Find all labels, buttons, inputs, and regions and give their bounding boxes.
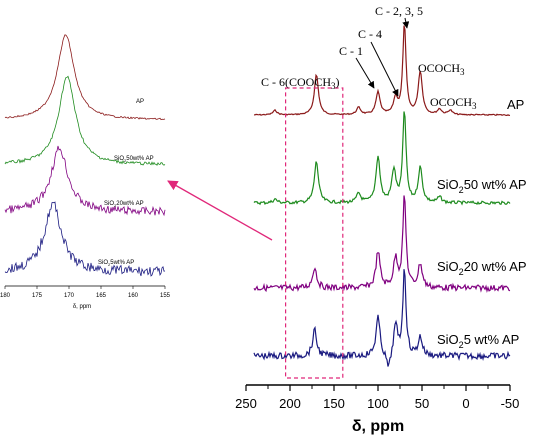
- spectrum-line: [253, 269, 511, 367]
- inset-spectrum-line: [4, 34, 166, 121]
- main-x-tick-label: 50: [415, 396, 429, 411]
- main-x-tick-label: -50: [501, 396, 520, 411]
- inset-x-ticks: 180 175 170 165 160 155: [0, 286, 171, 299]
- main-spectra-lines: [253, 25, 511, 367]
- inset-label-si5: SiO25wt% AP: [98, 260, 134, 267]
- highlight-box: [285, 87, 344, 379]
- arrow-c1: [355, 57, 375, 89]
- inset-x-axis-label: δ, ppm: [73, 304, 91, 310]
- annotation-c4: C - 4: [358, 27, 382, 41]
- main-x-axis-label: δ, ppm: [352, 418, 404, 435]
- spectrum-line: [253, 195, 511, 294]
- main-x-tick-label: 150: [323, 396, 345, 411]
- annotation-c1: C - 1: [339, 44, 363, 58]
- inset-x-tick-label: 160: [128, 293, 139, 299]
- main-x-tick-label: 100: [367, 396, 389, 411]
- inset-spectrum-line: [4, 201, 166, 277]
- label-si20: SiO220 wt% AP: [437, 259, 527, 277]
- spectrum-line: [253, 25, 511, 117]
- main-x-tick-label: 250: [235, 396, 257, 411]
- inset-spectrum-line: [4, 75, 166, 166]
- pointer-arrow: [167, 180, 273, 241]
- label-si50: SiO250 wt% AP: [437, 177, 527, 195]
- main-spectra-panel: 250 200 150 100 50 0 -50 δ, ppm C - 2, 3, 5 C …: [235, 4, 526, 435]
- annotation-c235: C - 2, 3, 5: [375, 4, 423, 18]
- inset-x-tick-label: 165: [96, 293, 107, 299]
- inset-x-tick-label: 175: [32, 293, 43, 299]
- arrow-c4: [370, 41, 399, 97]
- label-si5: SiO25 wt% AP: [437, 332, 519, 350]
- annotation-c6: C - 6(COOCH3): [261, 75, 340, 91]
- inset-x-tick-label: 180: [0, 293, 11, 299]
- spectrum-line: [253, 111, 511, 206]
- inset-spectra-lines: [4, 34, 166, 277]
- main-x-tick-label: 200: [279, 396, 301, 411]
- inset-label-si50: SiO250wt% AP: [114, 156, 154, 163]
- inset-label-ap: AP: [136, 99, 144, 105]
- inset-label-si20: SiO220wt% AP: [104, 201, 144, 208]
- annotation-ococh3-a: OCOCH3: [418, 61, 465, 77]
- arrow-c235: [402, 17, 410, 29]
- inset-spectra-panel: 180 175 170 165 160 155 δ, ppm AP SiO250wt% A…: [0, 34, 171, 310]
- main-x-ticks: 250 200 150 100 50 0 -50: [235, 385, 519, 411]
- annotation-ococh3-b: OCOCH3: [430, 95, 477, 111]
- inset-spectrum-line: [4, 145, 166, 217]
- label-ap: AP: [507, 97, 524, 112]
- inset-x-tick-label: 155: [160, 293, 171, 299]
- main-x-tick-label: 0: [462, 396, 469, 411]
- inset-x-tick-label: 170: [64, 293, 75, 299]
